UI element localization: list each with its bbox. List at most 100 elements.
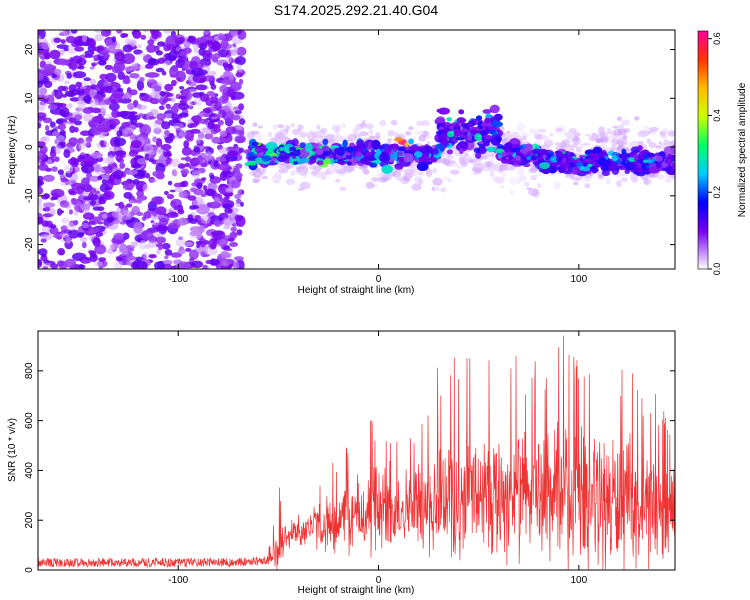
spectrogram-cell (178, 95, 187, 100)
spectrogram-cell (157, 57, 166, 64)
spectrogram-cell (114, 177, 122, 185)
spectrogram-cell (584, 183, 591, 189)
spectrogram-cell (235, 56, 246, 66)
spectrogram-cell (616, 116, 623, 122)
spectrogram-cell (132, 163, 141, 169)
spectrogram-cell (220, 53, 227, 57)
colorbar-gradient (697, 30, 709, 270)
spectrogram-cell (43, 65, 52, 72)
spectrogram-cell (542, 154, 547, 159)
spectrogram-cell (184, 162, 191, 167)
spectrogram-cell (73, 211, 79, 216)
spectrogram-cell (434, 186, 440, 191)
spectrogram-cell (457, 165, 463, 170)
spectrogram-cell (622, 128, 631, 133)
spectrogram-cell (112, 220, 121, 224)
snr-x-tick-label: 0 (376, 575, 382, 586)
snr-y-tick-label: 800 (24, 362, 35, 379)
spectrogram-y-tick-label: 0 (24, 144, 35, 150)
spectrogram-cell (111, 36, 117, 43)
spectrogram-cell (316, 124, 321, 130)
spectrogram-cell (454, 122, 459, 129)
spectrogram-cell (189, 83, 197, 87)
spectrogram-cell (89, 98, 99, 108)
spectrogram-cell (163, 44, 171, 52)
spectrogram-cell (648, 142, 657, 149)
spectrogram-cell (394, 137, 404, 143)
spectrogram-cell (257, 125, 264, 129)
spectrogram-cell (170, 158, 180, 167)
spectrogram-cell (272, 123, 278, 130)
spectrogram-cell (197, 131, 205, 140)
spectrogram-cell (45, 206, 51, 212)
spectrogram-cell (648, 166, 661, 174)
spectrogram-cell (235, 163, 243, 169)
spectrogram-cell (323, 158, 331, 165)
spectrogram-cell (151, 30, 159, 40)
figure-title: S174.2025.292.21.40.G04 (274, 2, 438, 18)
spectrogram-cell (456, 142, 468, 152)
spectrogram-cell (232, 43, 237, 48)
spectrogram-cell (54, 90, 63, 100)
spectrogram-cell (141, 216, 147, 221)
spectrogram-cell (233, 194, 242, 199)
spectrogram-cell (138, 52, 147, 57)
spectrogram-cell (248, 160, 257, 166)
spectrogram-cell (215, 113, 222, 119)
spectrogram-cell (121, 121, 131, 128)
spectrogram-cell (166, 105, 171, 110)
spectrogram-cell (50, 188, 65, 198)
spectrogram-cell (375, 132, 381, 139)
spectrogram-cell (97, 175, 103, 181)
spectrogram-cell (196, 155, 204, 165)
spectrogram-cell (227, 150, 239, 157)
spectrogram-cell (659, 143, 667, 150)
spectrogram-cell (181, 146, 192, 156)
spectrogram-cell (164, 136, 174, 144)
spectrogram-cell (166, 193, 175, 200)
spectrogram-cell (152, 136, 158, 143)
spectrogram-cell (92, 237, 101, 247)
spectrogram-cell (164, 83, 174, 92)
spectrogram-cell (222, 203, 233, 209)
spectrogram-cell (190, 128, 201, 134)
spectrogram-cell (166, 92, 174, 97)
spectrogram-cell (493, 113, 503, 121)
spectrogram-cell (252, 178, 260, 184)
spectrogram-cell (455, 136, 465, 141)
spectrogram-cell (236, 46, 247, 57)
spectrogram-y-tick-label: -20 (24, 237, 35, 252)
spectrogram-cell (204, 146, 209, 150)
spectrogram-cell (68, 137, 79, 146)
spectrogram-cell (361, 120, 366, 125)
spectrogram-cell (252, 170, 263, 178)
spectrogram-cell (196, 243, 201, 249)
spectrogram-cell (611, 154, 618, 162)
spectrogram-cell (126, 203, 133, 208)
spectrogram-cell (98, 257, 107, 262)
spectrogram-cell (473, 147, 481, 153)
spectrogram-cell (135, 122, 144, 128)
spectrogram-cell (575, 146, 582, 153)
spectrogram-cell (207, 201, 222, 209)
spectrogram-cell (68, 117, 77, 123)
spectrogram-cell (516, 122, 526, 132)
spectrogram-cell (113, 260, 123, 269)
spectrogram-cell (67, 103, 73, 109)
spectrogram-cell (616, 165, 623, 169)
spectrogram-cell (658, 141, 663, 145)
spectrogram-cell (201, 127, 211, 134)
snr-y-tick-label: 0 (24, 567, 35, 573)
spectrogram-x-tick-label: -100 (168, 274, 188, 285)
spectrogram-cell (226, 259, 233, 265)
spectrogram-cell (207, 70, 217, 77)
spectrogram-cell (629, 151, 635, 158)
spectrogram-cell (56, 103, 67, 108)
spectrogram-cell (110, 99, 117, 104)
spectrogram-cell (123, 191, 133, 199)
spectrogram-cell (252, 122, 258, 127)
colorbar-ticks: 0.0 0.2 0.4 0.6 (708, 32, 722, 275)
spectrogram-cell (191, 67, 204, 77)
spectrogram-cell (196, 182, 203, 189)
spectrogram-cell (474, 167, 482, 173)
